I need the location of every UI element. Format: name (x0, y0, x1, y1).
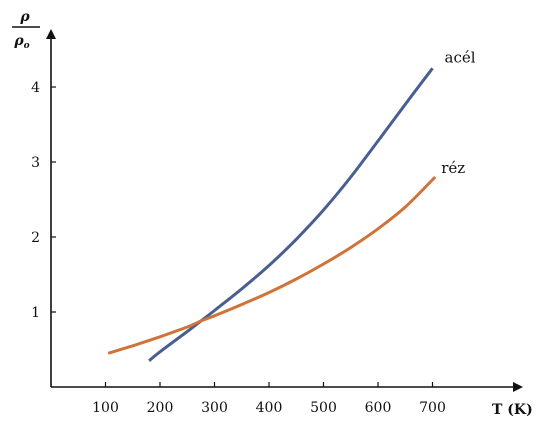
y-axis-title-denominator-symbol: ρ (13, 33, 24, 49)
x-tick-label-500: 500 (310, 400, 337, 416)
x-tick-label-300: 300 (201, 400, 228, 416)
x-tick-label-200: 200 (147, 400, 174, 416)
x-tick-label-100: 100 (92, 400, 119, 416)
series-line-0 (148, 67, 434, 362)
series-line-1 (107, 175, 437, 355)
series-layer (107, 67, 437, 362)
y-tick-label-3: 3 (31, 155, 40, 171)
series-labels-layer: acél réz (441, 48, 475, 177)
x-tick-label-400: 400 (256, 400, 283, 416)
y-tick-label-1: 1 (31, 305, 40, 321)
series-label-1: réz (441, 159, 465, 177)
y-tick-label-2: 2 (31, 230, 40, 246)
y-axis-title-denominator: ρo (13, 33, 29, 51)
series-label-0: acél (445, 48, 476, 66)
y-tick-label-4: 4 (31, 80, 40, 96)
ticks-layer: 100 200 300 400 500 600 700 1 2 3 4 (31, 80, 446, 416)
x-tick-label-600: 600 (365, 400, 392, 416)
y-axis-title: ρ ρo (12, 9, 40, 51)
x-tick-label-700: 700 (419, 400, 446, 416)
x-axis-title: T (K) (492, 402, 533, 418)
y-axis-title-numerator: ρ (19, 9, 30, 25)
y-axis-title-denominator-subscript: o (24, 41, 30, 51)
